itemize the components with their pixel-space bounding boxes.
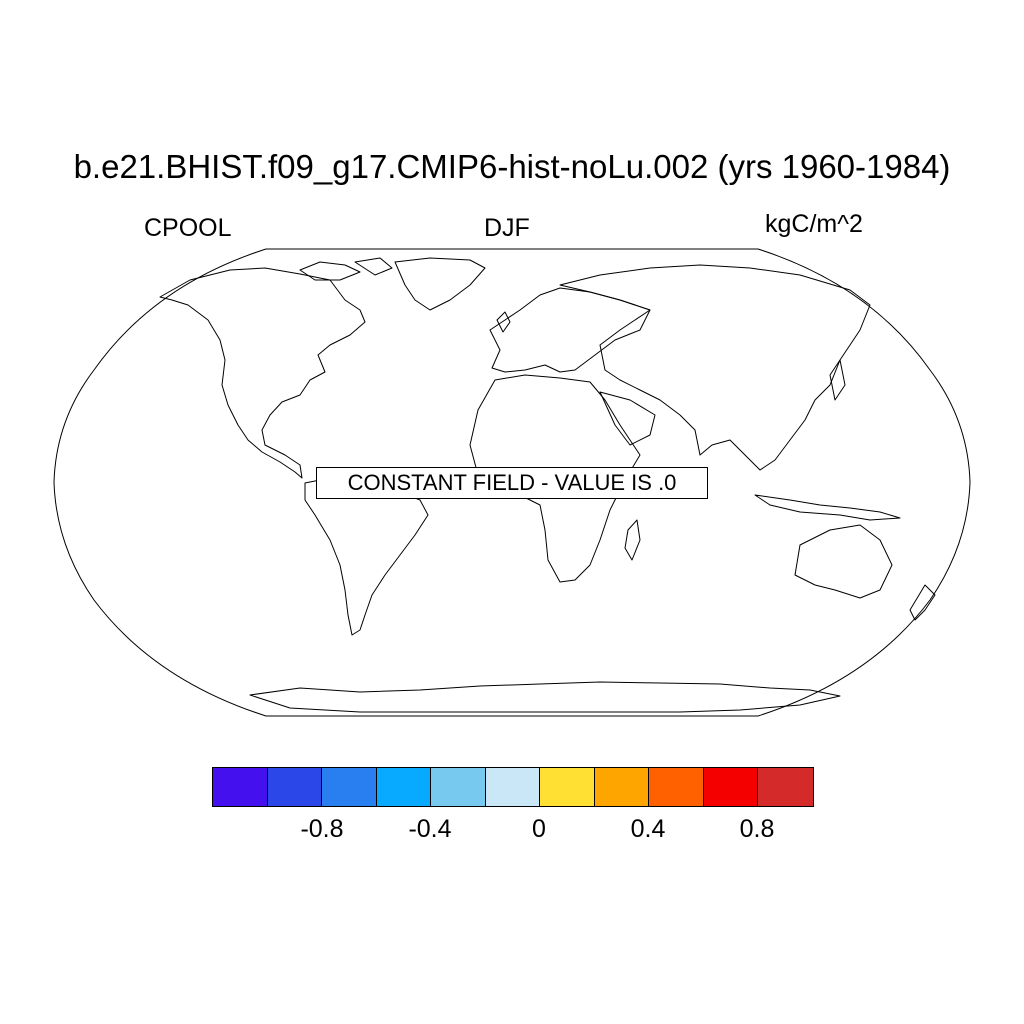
coastline-japan (829, 359, 846, 401)
coastline-europe (489, 287, 651, 373)
coastline-australia (794, 524, 893, 599)
variable-label: CPOOL (144, 214, 232, 242)
colorbar-tick-label: 0.4 (630, 815, 666, 843)
coastline-greenland (394, 257, 486, 311)
colorbar-box (267, 768, 322, 806)
plot-title: b.e21.BHIST.f09_g17.CMIP6-hist-noLu.002 … (73, 148, 951, 185)
colorbar (212, 767, 814, 807)
season-label: DJF (484, 214, 530, 242)
colorbar-box (594, 768, 649, 806)
coastline-arctic-islands (299, 257, 393, 281)
coastline-north-america (159, 267, 366, 479)
coastline-asia (559, 264, 871, 471)
coastline-arabia (599, 391, 656, 446)
coastline-antarctica (249, 681, 841, 713)
colorbar-box (485, 768, 540, 806)
coastline-madagascar (624, 519, 641, 561)
coastline-indonesia (754, 494, 901, 521)
colorbar-tick-label: 0 (532, 815, 546, 843)
coastline-new-zealand (909, 584, 936, 621)
colorbar-box (431, 768, 486, 806)
colorbar-box (649, 768, 704, 806)
colorbar-box (376, 768, 431, 806)
colorbar-box (758, 768, 813, 806)
colorbar-tick-label: -0.4 (408, 815, 452, 843)
colorbar-box (213, 768, 268, 806)
coastline-british-isles (496, 311, 511, 333)
colorbar-tick-label: -0.8 (300, 815, 344, 843)
colorbar-tick-label: 0.8 (739, 815, 775, 843)
colorbar-box (703, 768, 758, 806)
constant-field-message: CONSTANT FIELD - VALUE IS .0 (316, 467, 708, 499)
colorbar-box (322, 768, 377, 806)
colorbar-box (540, 768, 595, 806)
units-label: kgC/m^2 (765, 210, 863, 238)
